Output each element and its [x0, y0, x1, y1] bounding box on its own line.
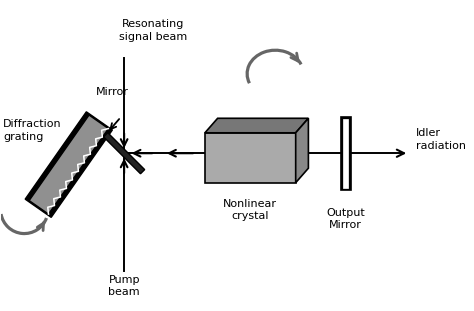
Text: Nonlinear
crystal: Nonlinear crystal: [223, 199, 277, 221]
Bar: [205, 133, 296, 183]
Text: Idler
radiation: Idler radiation: [416, 128, 466, 151]
Bar: [343, 119, 348, 188]
Text: Resonating
signal beam: Resonating signal beam: [118, 19, 187, 42]
Text: Pump
beam: Pump beam: [109, 275, 140, 297]
Text: Output
Mirror: Output Mirror: [326, 208, 365, 230]
Bar: [341, 117, 351, 189]
Polygon shape: [104, 133, 145, 174]
Text: Mirror: Mirror: [96, 87, 129, 97]
Text: Diffraction
grating: Diffraction grating: [3, 119, 62, 142]
Polygon shape: [25, 112, 112, 217]
Polygon shape: [29, 115, 109, 214]
Polygon shape: [296, 118, 309, 183]
Polygon shape: [205, 118, 309, 133]
